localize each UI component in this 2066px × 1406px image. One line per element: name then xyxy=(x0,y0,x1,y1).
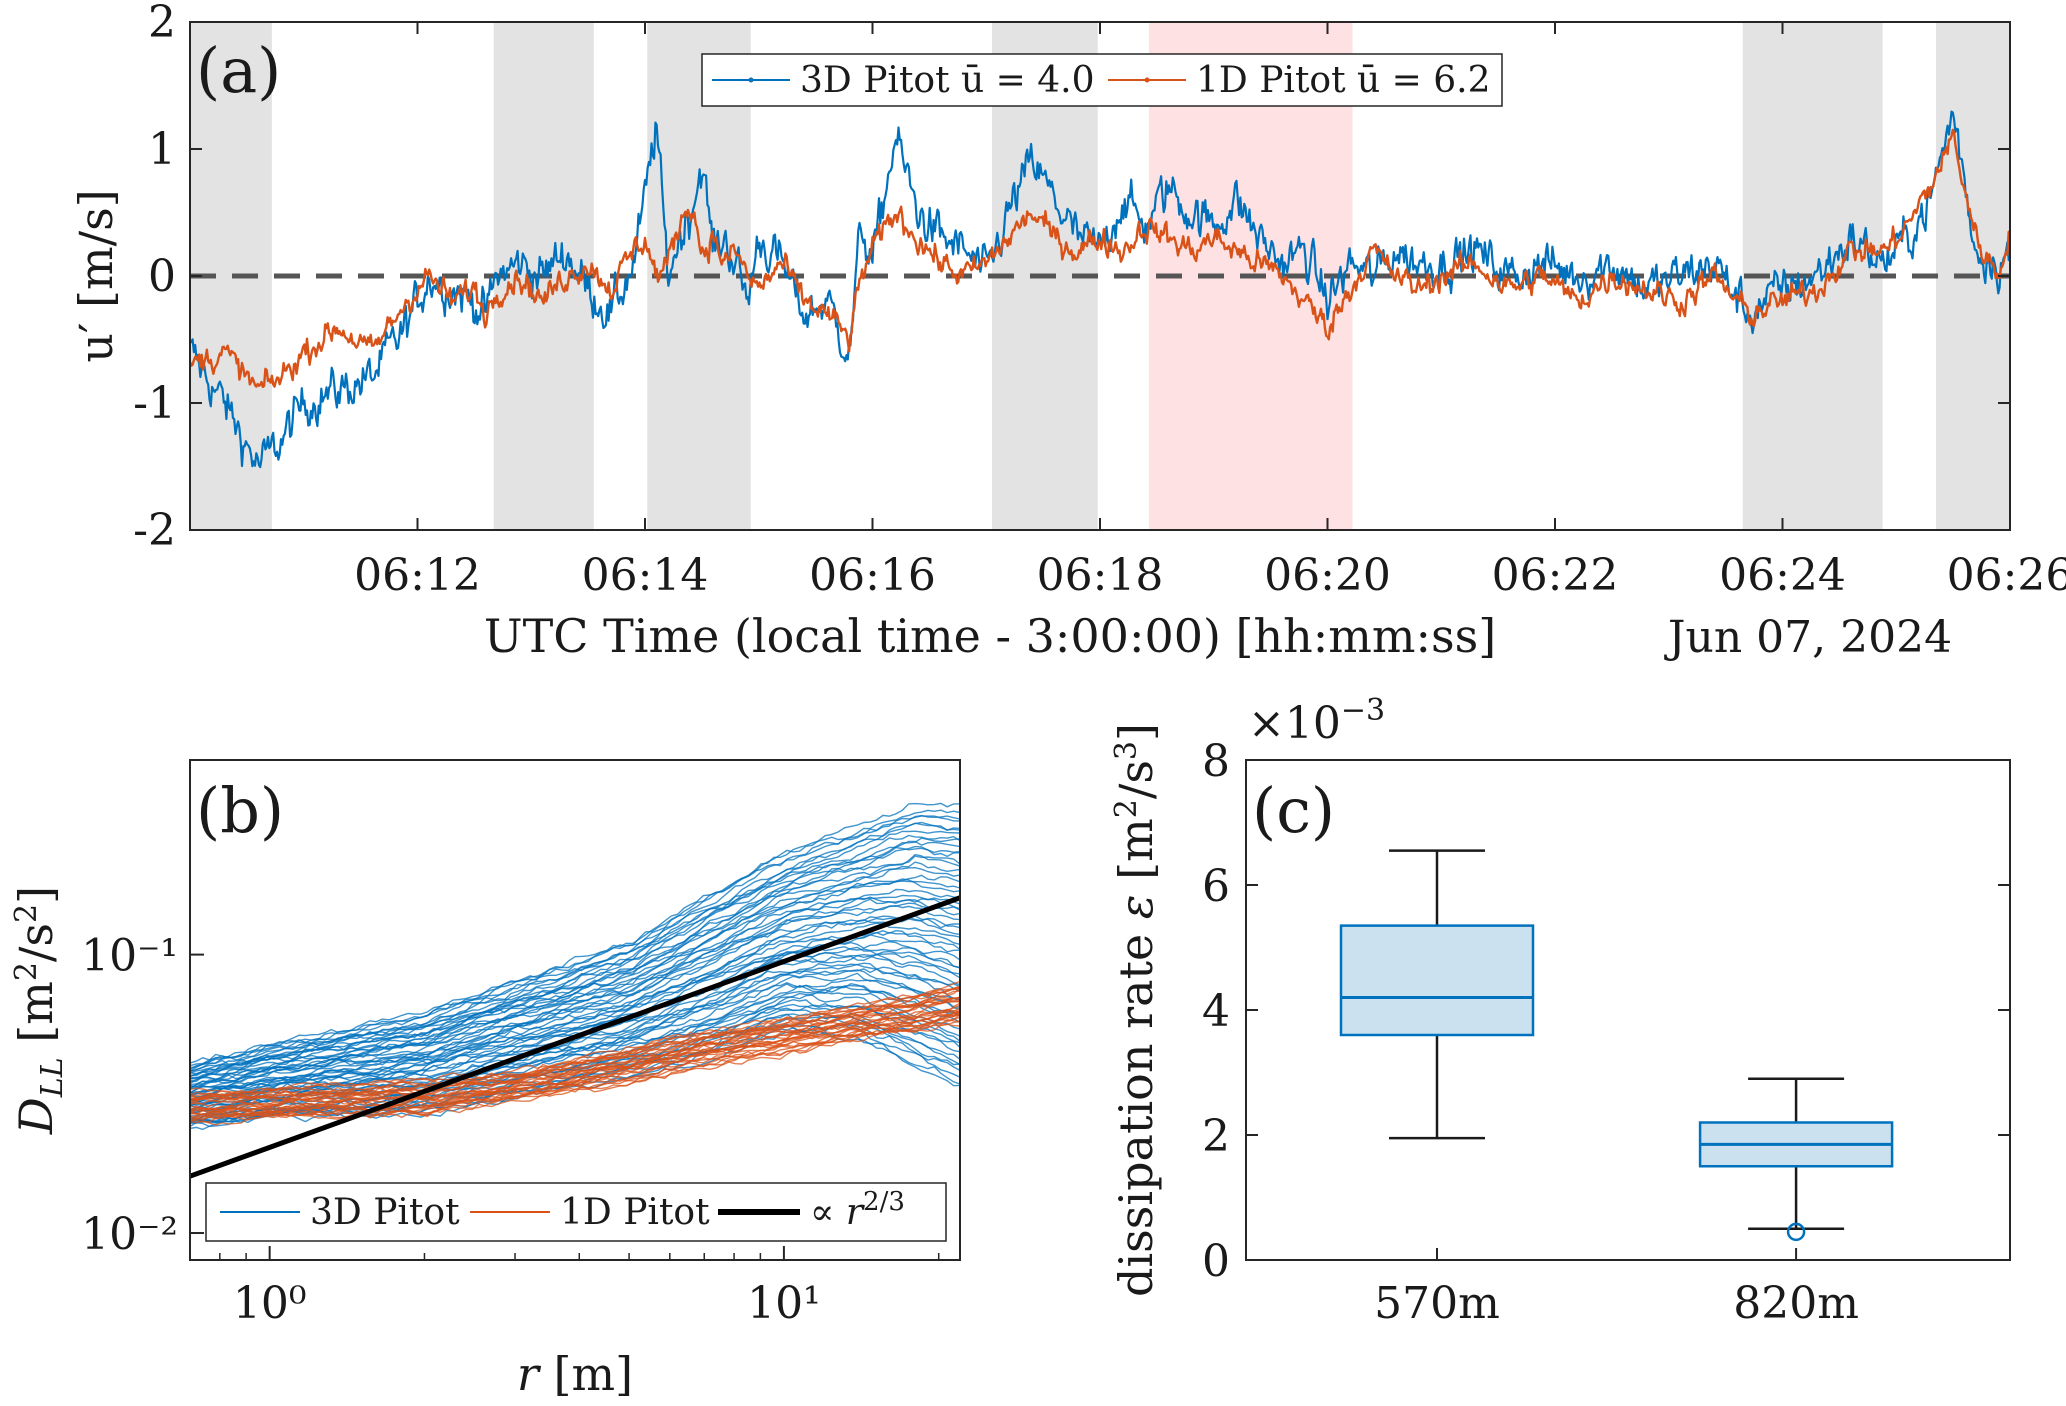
structure-function-curve-1d xyxy=(189,1016,961,1120)
legend-1d-pitot-label: 1D Pitot ū = 6.2 xyxy=(1196,60,1491,101)
legend-b-1d-pitot: 1D Pitot xyxy=(560,1192,710,1233)
structure-function-curve-3d xyxy=(189,878,961,1082)
structure-function-curve-1d xyxy=(189,1012,961,1116)
panel-b-ylabel: DLL [m2/s2] xyxy=(9,886,70,1135)
structure-function-curve-1d xyxy=(189,1007,961,1114)
structure-function-curve-3d xyxy=(189,914,960,1094)
x-tick-label: 06:24 xyxy=(1719,550,1846,601)
panel-b-axes-box xyxy=(189,759,961,1261)
y-tick-label: 0 xyxy=(1202,1236,1230,1287)
y-tick-label: 1 xyxy=(148,124,176,175)
y-tick-label: 0 xyxy=(148,251,176,302)
structure-function-curve-3d xyxy=(189,950,961,1102)
structure-function-curve-3d xyxy=(189,853,961,1080)
panel-c: 0 2 4 6 8 570m 820m (c) ×10−3 dissipation rate… xyxy=(1109,693,2011,1329)
x-tick-label: 10⁰ xyxy=(233,1278,307,1329)
power-law-line xyxy=(189,895,961,1179)
outlier-point xyxy=(1786,1222,1806,1242)
structure-function-curve-3d xyxy=(189,898,961,1090)
panel-c-exponent: ×10−3 xyxy=(1248,693,1385,749)
y-tick-label: 6 xyxy=(1202,861,1230,912)
y-tick-label: 2 xyxy=(1202,1111,1230,1162)
structure-function-curve-1d xyxy=(189,986,961,1099)
structure-function-curve-3d xyxy=(189,822,961,1070)
x-tick-label: 10¹ xyxy=(747,1278,821,1329)
panel-b-tag: (b) xyxy=(196,774,284,847)
y-tick-label: 2 xyxy=(148,0,176,48)
structure-function-curve-3d xyxy=(189,880,961,1088)
panel-a-ylabel: u′ [m/s] xyxy=(69,189,123,362)
series-line-3d-pitot xyxy=(189,110,2012,469)
panel-b-xlabel: r [m] xyxy=(517,1347,633,1401)
structure-function-curve-3d xyxy=(189,834,961,1075)
structure-function-curve-3d xyxy=(189,929,961,1097)
panel-a-legend: 3D Pitot ū = 4.0 1D Pitot ū = 6.2 xyxy=(701,53,1503,107)
x-tick-label: 06:16 xyxy=(809,550,936,601)
x-tick-label: 06:14 xyxy=(582,550,709,601)
structure-function-curve-3d xyxy=(189,814,961,1069)
structure-function-curve-1d xyxy=(189,987,961,1098)
structure-function-curve-3d xyxy=(189,840,961,1077)
panel-a-date: Jun 07, 2024 xyxy=(1664,612,1952,663)
y-tick-label: -1 xyxy=(133,378,176,429)
x-category-label: 820m xyxy=(1733,1278,1859,1329)
structure-function-curve-3d xyxy=(189,815,960,1072)
panel-b-series xyxy=(189,802,961,1179)
x-tick-label: 06:18 xyxy=(1037,550,1164,601)
panel-c-tag: (c) xyxy=(1252,774,1335,847)
structure-function-curve-1d xyxy=(189,997,961,1111)
panel-c-ticks: 0 2 4 6 8 570m 820m xyxy=(1202,736,2010,1329)
structure-function-curve-3d xyxy=(189,830,961,1073)
structure-function-curve-3d xyxy=(189,866,961,1085)
legend-b-3d-pitot: 3D Pitot xyxy=(310,1192,460,1233)
x-tick-label: 06:22 xyxy=(1492,550,1619,601)
y-tick-label: -2 xyxy=(133,505,176,556)
structure-function-curve-1d xyxy=(189,980,961,1095)
y-tick-label: 10⁻¹ xyxy=(81,931,178,982)
x-tick-label: 06:12 xyxy=(354,550,481,601)
y-tick-label: 10⁻² xyxy=(81,1209,178,1260)
box-570m xyxy=(1339,924,1535,1037)
panel-b-ticks: 10⁰ 10¹ 10⁻¹ 10⁻² xyxy=(81,931,940,1329)
panel-b: 10⁰ 10¹ 10⁻¹ 10⁻² (b) 3D Pitot 1D Pitot ∝ r… xyxy=(9,759,961,1401)
panel-b-legend: 3D Pitot 1D Pitot ∝ r2/3 xyxy=(205,1182,947,1242)
y-tick-label: 4 xyxy=(1202,986,1230,1037)
x-tick-label: 06:20 xyxy=(1264,550,1391,601)
x-category-label: 570m xyxy=(1374,1278,1500,1329)
panel-c-boxes xyxy=(1339,849,1894,1242)
legend-3d-pitot-label: 3D Pitot ū = 4.0 xyxy=(800,60,1095,101)
panel-c-ylabel: dissipation rate ε [m2/s3] xyxy=(1109,723,1163,1297)
panel-a-ticks: 06:12 06:14 06:16 06:18 06:20 06:22 06:24 06:26… xyxy=(133,0,2066,601)
y-tick-label: 8 xyxy=(1202,736,1230,787)
structure-function-curve-3d xyxy=(189,963,961,1106)
panel-a: 06:12 06:14 06:16 06:18 06:20 06:22 06:24 06:26… xyxy=(69,0,2066,663)
panel-a-xlabel: UTC Time (local time - 3:00:00) [hh:mm:s… xyxy=(484,609,1496,663)
structure-function-curve-3d xyxy=(189,902,961,1090)
panel-a-series xyxy=(188,110,2012,469)
series-line-1d-pitot xyxy=(188,128,2011,389)
structure-function-curve-3d xyxy=(189,802,960,1064)
panel-a-tag: (a) xyxy=(196,34,281,107)
x-tick-label: 06:26 xyxy=(1947,550,2066,601)
